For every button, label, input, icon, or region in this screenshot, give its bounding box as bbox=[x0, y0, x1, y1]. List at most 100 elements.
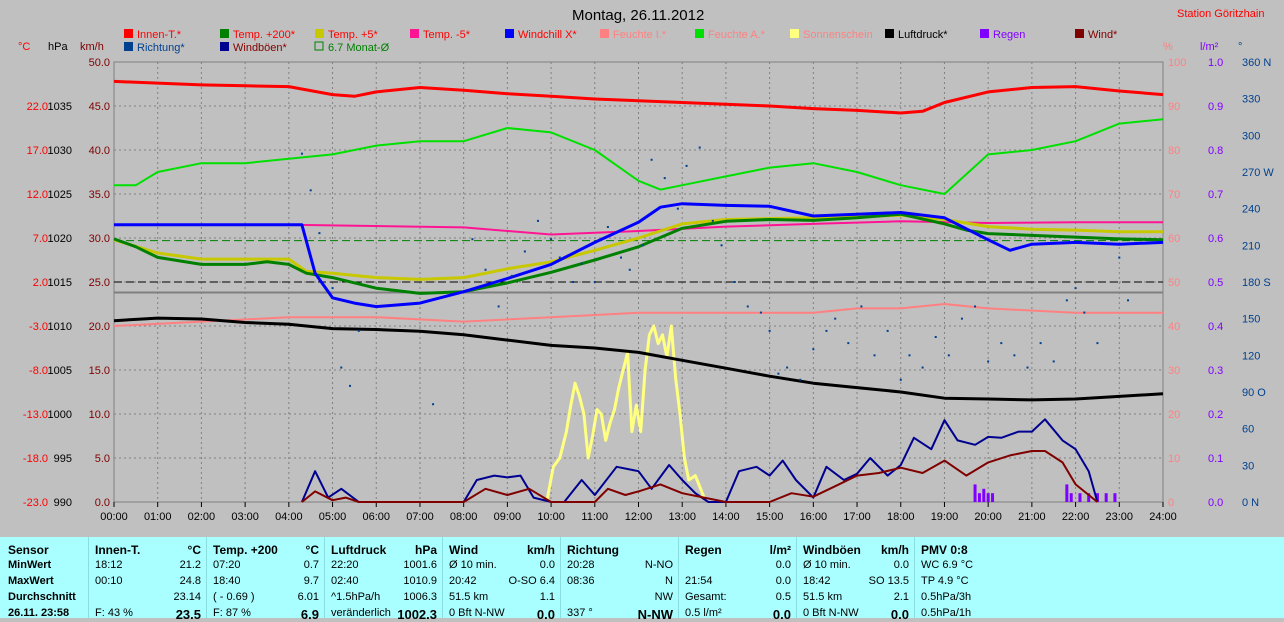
direction-point bbox=[1052, 360, 1055, 363]
y-tick-label-wind_kmh: 10.0 bbox=[89, 409, 110, 421]
cell-label: 18:42 bbox=[803, 575, 831, 587]
cell-value: SO 13.5 bbox=[868, 575, 909, 587]
cell-value: 24.8 bbox=[179, 575, 201, 587]
series-line-luftdruck bbox=[113, 316, 1164, 402]
cell-value: O-SO 6.4 bbox=[508, 575, 555, 587]
y-tick-label-temp_c: -3.0 bbox=[29, 321, 48, 333]
x-tick-label: 15:00 bbox=[756, 511, 784, 523]
y-tick-label-rain_lm2: 0.6 bbox=[1208, 233, 1223, 245]
cell-value: 1001.6 bbox=[403, 559, 437, 571]
row-label-min: MinWert bbox=[8, 559, 52, 571]
y-tick-label-temp_c: -13.0 bbox=[23, 409, 48, 421]
x-tick-label: 02:00 bbox=[188, 511, 216, 523]
direction-point bbox=[606, 226, 609, 228]
cell-label: ^1.5hPa/h bbox=[331, 591, 381, 603]
legend-label: Luftdruck* bbox=[898, 29, 948, 41]
axis-unit-humidity_pct: % bbox=[1163, 41, 1173, 53]
direction-point bbox=[720, 244, 723, 247]
direction-point bbox=[340, 366, 343, 369]
cell-label: 0.5hPa/3h bbox=[921, 591, 972, 603]
column-title: Innen-T. bbox=[95, 543, 141, 557]
y-tick-label-temp_c: 12.0 bbox=[27, 189, 48, 201]
legend-swatch bbox=[1075, 29, 1084, 38]
cell-label: 02:40 bbox=[331, 575, 359, 587]
rain-bar bbox=[1069, 493, 1073, 502]
direction-point bbox=[860, 305, 863, 308]
rain-bar bbox=[1113, 493, 1117, 502]
y-tick-label-wind_kmh: 0.0 bbox=[95, 497, 110, 509]
stats-column-2: Luftdruck hPa 22:20 1001.6 02:40 1010.9 ^1.5hP… bbox=[324, 537, 443, 622]
legend-swatch bbox=[220, 29, 229, 38]
legend-swatch bbox=[505, 29, 514, 38]
rain-bar bbox=[982, 488, 986, 502]
cell-label: ( - 0.69 ) bbox=[213, 591, 255, 603]
legend-label: Sonnenschein bbox=[803, 29, 873, 41]
direction-point bbox=[663, 177, 666, 180]
axis-unit-direction_deg: ° bbox=[1238, 41, 1242, 53]
legend-swatch bbox=[410, 29, 419, 38]
stats-column-7: PMV 0:8 WC 6.9 °C TP 4.9 °C 0.5hPa/3h 0.5hPa… bbox=[914, 537, 1035, 619]
cell-label: Ø 10 min. bbox=[449, 559, 497, 571]
direction-point bbox=[1074, 287, 1077, 290]
rain-bar bbox=[1087, 493, 1091, 502]
column-title: PMV 0:8 bbox=[921, 543, 968, 557]
cell-label: 337 ° bbox=[567, 607, 593, 619]
direction-point bbox=[1096, 342, 1099, 345]
legend-label: Regen bbox=[993, 29, 1025, 41]
y-tick-label-rain_lm2: 0.3 bbox=[1208, 365, 1223, 377]
stats-table: Sensor MinWert MaxWert Durchschnitt 26.1… bbox=[0, 537, 1284, 622]
y-tick-label-direction_deg: 30 bbox=[1242, 460, 1254, 472]
x-tick-label: 08:00 bbox=[450, 511, 478, 523]
cell-value: NW bbox=[654, 591, 673, 603]
direction-point bbox=[1127, 299, 1130, 302]
direction-point bbox=[847, 342, 850, 345]
direction-point bbox=[711, 219, 714, 222]
x-tick-label: 03:00 bbox=[231, 511, 259, 523]
direction-point bbox=[934, 336, 937, 338]
y-tick-label-rain_lm2: 1.0 bbox=[1208, 57, 1223, 69]
x-tick-label: 17:00 bbox=[843, 511, 871, 523]
stats-column-4: Richtung 20:28 N-NO 08:36 N NW 337 ° N-NW bbox=[560, 537, 679, 622]
direction-point bbox=[471, 238, 474, 241]
cell-label: Ø 10 min. bbox=[803, 559, 851, 571]
x-tick-label: 11:00 bbox=[581, 511, 608, 523]
legend-label: Windchill X* bbox=[518, 29, 577, 41]
cell-label: Gesamt: bbox=[685, 591, 727, 603]
y-tick-label-direction_deg: 210 bbox=[1242, 240, 1260, 252]
sensor-header: Sensor bbox=[8, 543, 49, 557]
legend-swatch bbox=[124, 29, 133, 38]
column-title: Richtung bbox=[567, 543, 619, 557]
legend-label: Temp. +5* bbox=[328, 29, 379, 41]
y-tick-label-humidity_pct: 0 bbox=[1168, 497, 1174, 509]
y-tick-label-temp_c: -8.0 bbox=[29, 365, 48, 377]
direction-point bbox=[960, 317, 963, 320]
direction-point bbox=[628, 268, 631, 271]
cell-label: WC 6.9 °C bbox=[921, 559, 974, 571]
cell-value: 6.01 bbox=[297, 591, 319, 603]
y-tick-label-pressure_hpa: 995 bbox=[54, 453, 72, 465]
stats-column-3: Wind km/h Ø 10 min. 0.0 20:42 O-SO 6.4 51.5 km… bbox=[442, 537, 561, 622]
y-tick-label-humidity_pct: 50 bbox=[1168, 277, 1180, 289]
legend-label: 6.7 Monat-Ø bbox=[328, 42, 390, 54]
stats-column-6: Windböen km/h Ø 10 min. 0.0 18:42 SO 13.5 51.5… bbox=[796, 537, 915, 622]
cell-label: 20:42 bbox=[449, 575, 477, 587]
direction-point bbox=[987, 360, 990, 363]
legend-swatch bbox=[600, 29, 609, 38]
x-tick-label: 24:00 bbox=[1149, 511, 1177, 523]
x-tick-label: 22:00 bbox=[1062, 511, 1090, 523]
direction-point bbox=[571, 281, 574, 283]
rain-bar bbox=[1065, 484, 1069, 502]
direction-point bbox=[921, 366, 924, 369]
cell-value: 0.0 bbox=[775, 559, 791, 571]
cell-label: 0.5 l/m² bbox=[685, 607, 722, 619]
y-tick-label-humidity_pct: 100 bbox=[1168, 57, 1186, 69]
direction-point bbox=[746, 305, 749, 308]
legend-label: Temp. +200* bbox=[233, 29, 296, 41]
column-unit: hPa bbox=[414, 543, 437, 557]
cell-value: 9.7 bbox=[303, 575, 319, 587]
direction-point bbox=[580, 262, 583, 265]
x-tick-label: 04:00 bbox=[275, 511, 303, 523]
y-tick-label-wind_kmh: 45.0 bbox=[89, 101, 110, 113]
cell-label: 51.5 km bbox=[449, 591, 489, 603]
direction-point bbox=[432, 403, 435, 406]
